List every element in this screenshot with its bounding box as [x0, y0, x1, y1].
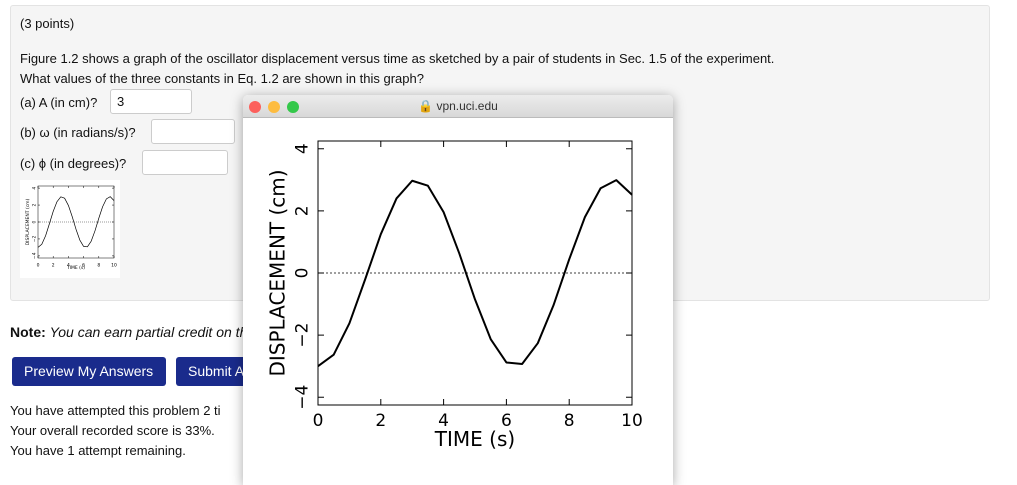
x-tick-label: 6 — [501, 411, 512, 431]
data-line — [317, 179, 633, 367]
data-line — [37, 196, 115, 248]
field-label: (b) ω (in radians/s)? — [20, 125, 136, 140]
popup-window: 🔒 vpn.uci.edu 0 2 4 6 8 10 4 2 0 −2 −4 TIME (s) DISP… — [243, 95, 673, 485]
x-tick-label: 4 — [438, 411, 449, 431]
y-axis-label: DISPLACEMENT (cm) — [25, 198, 31, 245]
y-tick-label: −4 — [31, 252, 37, 259]
field-label: (a) A (in cm)? — [20, 95, 98, 110]
x-tick-label: 10 — [621, 411, 643, 431]
y-tick-label: 0 — [31, 220, 37, 223]
note-text: You can earn partial credit on th — [49, 324, 248, 340]
y-tick-label: −2 — [31, 235, 37, 242]
x-tick-label: 8 — [564, 411, 575, 431]
url-text: vpn.uci.edu — [436, 99, 498, 113]
x-tick-label: 2 — [52, 263, 55, 269]
url: 🔒 vpn.uci.edu — [418, 99, 498, 113]
points: (3 points) — [20, 16, 75, 31]
y-tick-label: 2 — [293, 205, 313, 216]
x-axis-label: TIME (s) — [66, 265, 85, 271]
x-tick-label: 8 — [97, 263, 100, 269]
thumbnail[interactable]: 0 2 4 6 8 10 4 2 0 −2 −4 TIME (s) DISPLACEMENT (cm) — [20, 180, 120, 278]
y-axis-label: DISPLACEMENT (cm) — [265, 169, 289, 376]
y-tick-label: −2 — [293, 323, 313, 348]
status-text: Your overall recorded score is 33%. — [10, 423, 215, 438]
answer-input[interactable]: 3 — [110, 89, 192, 114]
x-tick-label: 6 — [82, 263, 85, 269]
y-tick-label: 4 — [293, 143, 313, 154]
y-tick-label: −4 — [293, 385, 313, 410]
title-bar: 🔒 vpn.uci.edu — [243, 95, 673, 118]
chart: 0 2 4 6 8 10 4 2 0 −2 −4 TIME (s) DISPLACEMENT (cm) — [265, 140, 643, 451]
y-tick-label: 4 — [31, 187, 37, 190]
problem-text: What values of the three constants in Eq… — [20, 71, 424, 86]
x-tick-label: 0 — [37, 263, 40, 269]
window-controls[interactable] — [243, 95, 313, 117]
problem-text: Figure 1.2 shows a graph of the oscillat… — [20, 51, 775, 66]
y-tick-label: 0 — [293, 268, 313, 279]
x-tick-label: 2 — [375, 411, 386, 431]
preview-button[interactable]: Preview My Answers — [12, 357, 166, 386]
answer-input[interactable] — [142, 150, 228, 175]
x-tick-label: 10 — [111, 263, 117, 269]
y-tick-label: 2 — [31, 203, 37, 206]
x-axis-label: TIME (s) — [434, 427, 515, 451]
status-text: You have 1 attempt remaining. — [10, 443, 186, 458]
x-tick-label: 0 — [313, 411, 324, 431]
note-label: Note: — [10, 324, 46, 340]
x-tick-label: 4 — [67, 263, 70, 269]
field-label: (c) ϕ (in degrees)? — [20, 156, 127, 171]
answer-input[interactable] — [151, 119, 235, 144]
thumb-bg — [20, 180, 120, 278]
status-text: You have attempted this problem 2 ti — [10, 403, 221, 418]
